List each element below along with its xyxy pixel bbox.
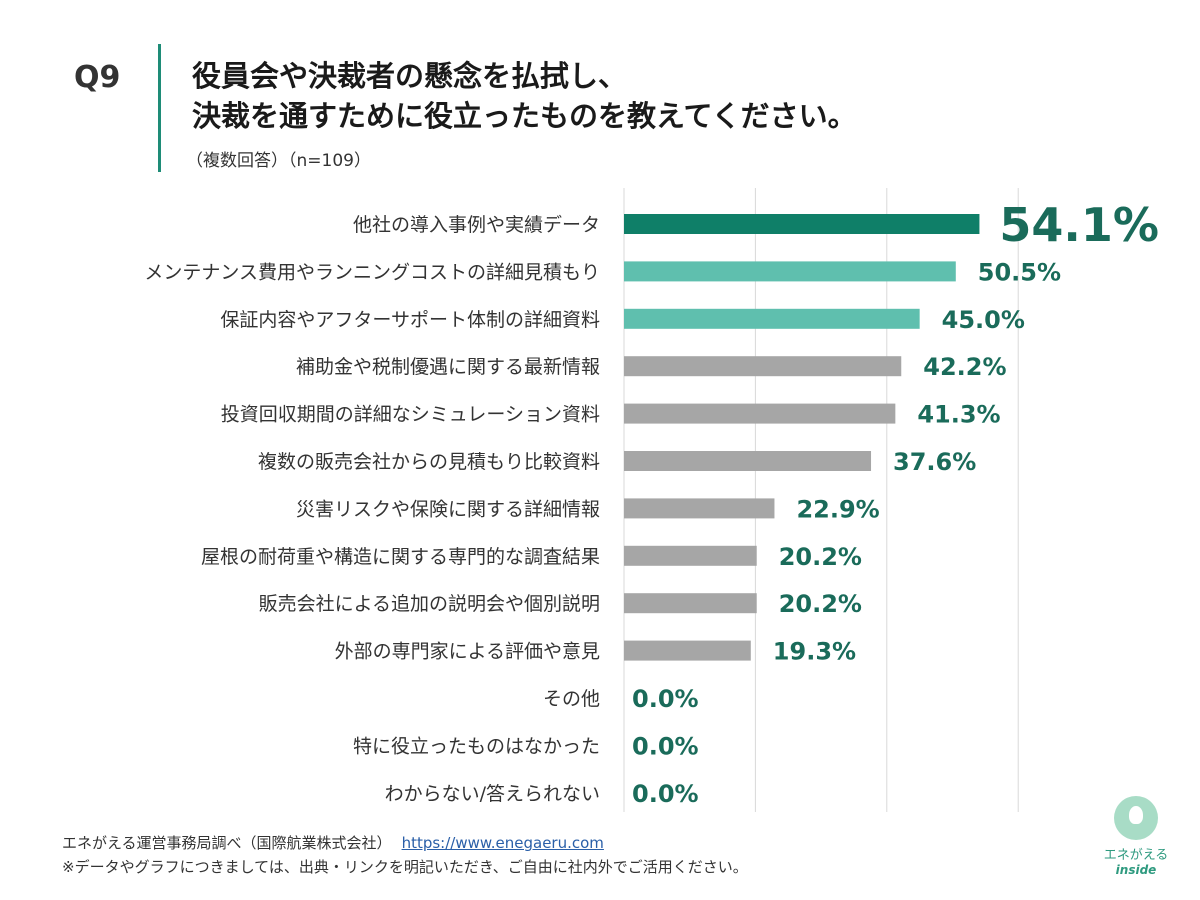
value-label: 0.0% bbox=[632, 685, 699, 713]
value-label: 20.2% bbox=[779, 543, 862, 571]
title-line-2: 決裁を通すために役立ったものを教えてください。 bbox=[192, 99, 857, 133]
bar bbox=[624, 498, 775, 519]
source-line: エネがえる運営事務局調べ（国際航業株式会社） https://www.enegae… bbox=[62, 832, 604, 853]
value-label: 54.1% bbox=[999, 198, 1159, 252]
source-text: エネがえる運営事務局調べ（国際航業株式会社） bbox=[62, 834, 392, 852]
bar bbox=[624, 593, 757, 614]
value-label: 45.0% bbox=[942, 306, 1025, 334]
bar-chart: 他社の導入事例や実績データ 54.1% メンテナンス費用やランニングコストの詳細見積… bbox=[144, 188, 1159, 812]
source-link[interactable]: https://www.enegaeru.com bbox=[401, 834, 604, 852]
bar bbox=[624, 403, 896, 424]
value-label: 41.3% bbox=[917, 401, 1000, 429]
value-label: 50.5% bbox=[978, 258, 1061, 286]
bar bbox=[624, 261, 956, 282]
value-label: 42.2% bbox=[923, 353, 1006, 381]
bar bbox=[624, 451, 872, 471]
category-label: わからない/答えられない bbox=[385, 783, 600, 805]
value-label: 0.0% bbox=[632, 780, 699, 808]
question-number: Q9 bbox=[74, 60, 121, 95]
category-label: 外部の専門家による評価や意見 bbox=[335, 641, 600, 663]
category-label: 投資回収期間の詳細なシミュレーション資料 bbox=[221, 404, 600, 426]
category-label: 特に役立ったものはなかった bbox=[353, 735, 600, 757]
logo-subtext: inside bbox=[1115, 863, 1157, 877]
title-line-1: 役員会や決裁者の懸念を払拭し、 bbox=[192, 59, 628, 93]
category-label: 他社の導入事例や実績データ bbox=[353, 214, 600, 236]
value-label: 37.6% bbox=[893, 448, 976, 476]
bar bbox=[624, 214, 980, 234]
category-label: 補助金や税制優遇に関する最新情報 bbox=[296, 356, 600, 378]
category-label: 災害リスクや保険に関する詳細情報 bbox=[296, 498, 600, 520]
lightbulb-icon bbox=[1114, 796, 1158, 840]
value-label: 19.3% bbox=[773, 638, 856, 666]
bar bbox=[624, 640, 751, 661]
brand-logo: エネがえる inside bbox=[1096, 796, 1176, 886]
header-divider bbox=[158, 44, 161, 172]
category-label: 保証内容やアフターサポート体制の詳細資料 bbox=[220, 309, 600, 331]
bar bbox=[624, 356, 902, 377]
category-label: 複数の販売会社からの見積もり比較資料 bbox=[258, 451, 600, 473]
logo-text: エネがえる bbox=[1103, 848, 1169, 863]
value-label: 20.2% bbox=[779, 590, 862, 618]
category-label: 屋根の耐荷重や構造に関する専門的な調査結果 bbox=[201, 546, 600, 568]
usage-note: ※データやグラフにつきましては、出典・リンクを明記いただき、ご自由に社内外でご活… bbox=[62, 858, 748, 876]
category-label: メンテナンス費用やランニングコストの詳細見積もり bbox=[144, 261, 600, 283]
category-label: その他 bbox=[543, 688, 600, 710]
value-label: 22.9% bbox=[796, 495, 879, 523]
bar bbox=[624, 545, 757, 566]
page-title: 役員会や決裁者の懸念を払拭し、 決裁を通すために役立ったものを教えてください。 bbox=[192, 56, 1012, 136]
value-label: 0.0% bbox=[632, 732, 699, 760]
page-subtitle: （複数回答）（n=109） bbox=[186, 151, 371, 171]
bar bbox=[624, 308, 920, 329]
category-label: 販売会社による追加の説明会や個別説明 bbox=[259, 593, 600, 615]
